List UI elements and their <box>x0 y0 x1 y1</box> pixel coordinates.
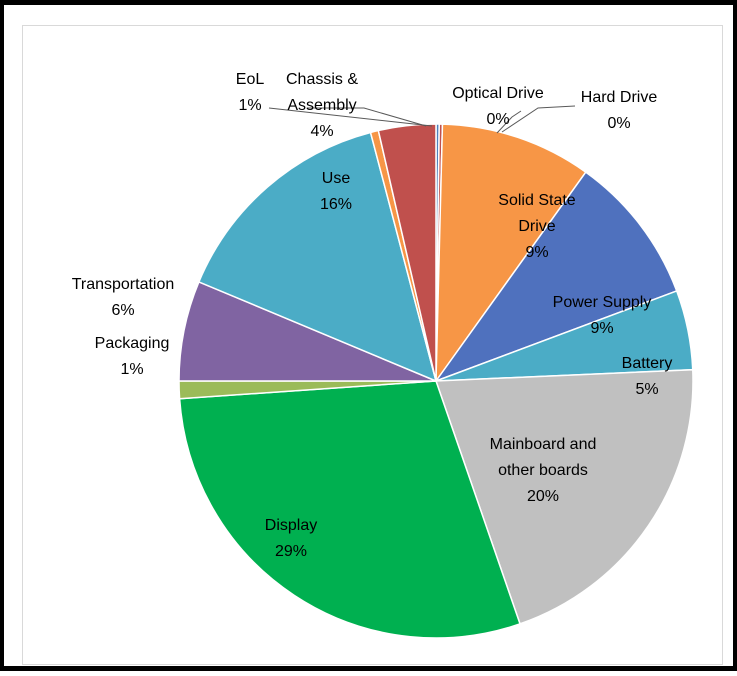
label-transportation: Transportation 6% <box>72 276 175 319</box>
pie-slice-chassis-assembly <box>377 123 437 382</box>
pie-slice-mainboard-and-other-boards <box>434 368 694 625</box>
leader-optical-drive <box>496 110 522 134</box>
label-display: Display 29% <box>265 517 317 560</box>
label-eol: EoL 1% <box>236 71 265 114</box>
pie-chart: Optical Drive 0% Hard Drive 0% Solid State Dr… <box>72 71 694 639</box>
label-solid-state-drive: Solid State Drive 9% <box>498 192 575 261</box>
label-chassis-assembly: Chassis & Assembly 4% <box>286 71 358 140</box>
leader-eol <box>268 107 433 127</box>
pie-slice-display <box>178 380 521 639</box>
leader-chassis <box>307 107 427 127</box>
pie-slice-power-supply <box>433 171 678 383</box>
label-use: Use 16% <box>320 170 352 213</box>
leader-hard-drive <box>501 105 576 133</box>
label-optical-drive: Optical Drive 0% <box>452 85 544 128</box>
pie-slice-solid-state-drive <box>435 123 587 384</box>
pie-slice-use <box>197 131 438 383</box>
label-battery: Battery 5% <box>622 355 673 398</box>
label-power-supply: Power Supply 9% <box>553 294 652 337</box>
label-hard-drive: Hard Drive 0% <box>581 89 658 132</box>
label-packaging: Packaging 1% <box>95 335 170 378</box>
chart-area <box>22 25 723 665</box>
label-mainboard-and-other-boards: Mainboard and other boards 20% <box>490 436 597 505</box>
